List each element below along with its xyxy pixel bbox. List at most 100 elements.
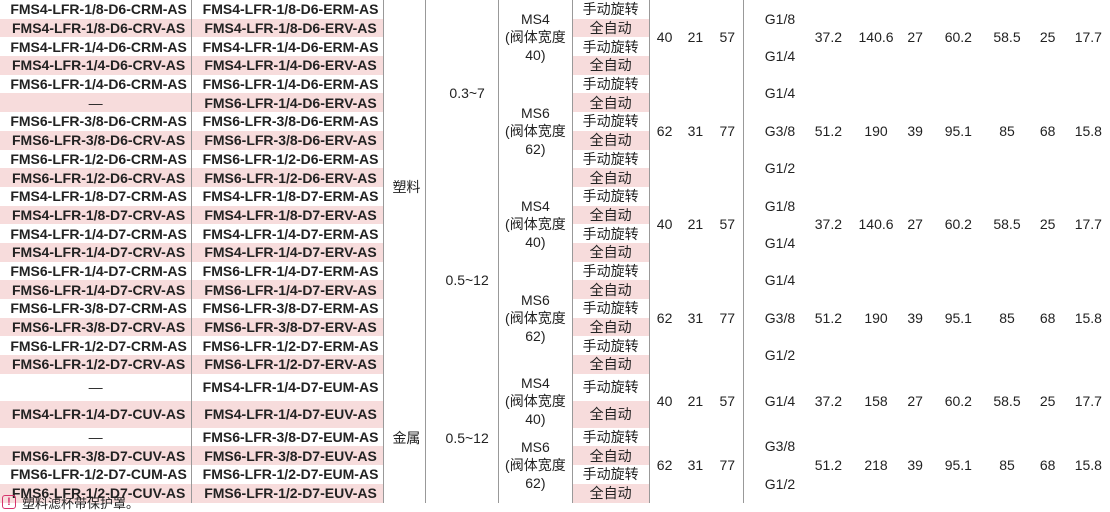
spec-value: 140.6 bbox=[858, 216, 894, 233]
table-row: — FMS6-LFR-1/4-D6-ERV-AS 全自动 bbox=[0, 93, 1110, 113]
model-e-type: FMS6-LFR-3/8-D7-ERV-AS bbox=[191, 317, 384, 337]
dimension-value: 62 bbox=[656, 457, 673, 474]
model-c-type: FMS6-LFR-1/2-D7-CRM-AS bbox=[10, 337, 187, 354]
drain-mode: 全自动 bbox=[571, 317, 650, 337]
spec-value: 27 bbox=[907, 216, 923, 233]
model-e-type: FMS6-LFR-3/8-D7-EUM-AS bbox=[191, 427, 384, 447]
table-row: FMS6-LFR-1/2-D6-CRM-AS FMS6-LFR-1/2-D6-ER… bbox=[0, 149, 1110, 187]
body-size-name: MS4 bbox=[520, 198, 550, 215]
dimension-value: 77 bbox=[719, 122, 736, 139]
model-c-type: FMS6-LFR-1/2-D7-CRV-AS bbox=[0, 355, 192, 374]
model-e-type: FMS6-LFR-3/8-D7-ERM-AS bbox=[191, 299, 384, 318]
drain-mode: 手动旋转 bbox=[571, 112, 650, 131]
spec-value: 37.2 bbox=[814, 29, 842, 46]
model-c-type: FMS6-LFR-1/2-D6-CRM-AS bbox=[10, 150, 187, 167]
table-row: FMS4-LFR-1/4-D7-CUV-AS FMS4-LFR-1/4-D7-EU… bbox=[0, 400, 1110, 428]
spec-value: 39 bbox=[907, 309, 923, 326]
spec-value: 25 bbox=[1039, 29, 1056, 46]
model-e-type: FMS6-LFR-1/2-D7-EUM-AS bbox=[191, 465, 384, 484]
drain-mode: 手动旋转 bbox=[571, 224, 650, 243]
drain-mode: 全自动 bbox=[571, 483, 650, 503]
table-row: FMS6-LFR-1/4-D7-CRV-AS FMS6-LFR-1/4-D7-ER… bbox=[0, 280, 1110, 299]
model-c-type: FMS6-LFR-3/8-D6-CRV-AS bbox=[0, 130, 192, 150]
model-e-type: FMS6-LFR-1/2-D7-ERV-AS bbox=[191, 355, 384, 374]
dimension-value: 57 bbox=[719, 216, 736, 233]
spec-value: 85 bbox=[999, 457, 1015, 474]
drain-mode: 全自动 bbox=[571, 400, 650, 428]
model-c-type: FMS4-LFR-1/4-D7-CRV-AS bbox=[0, 242, 192, 262]
drain-mode: 手动旋转 bbox=[571, 149, 650, 169]
drain-mode: 手动旋转 bbox=[571, 299, 650, 318]
drain-mode: 全自动 bbox=[571, 93, 650, 113]
model-c-type: FMS6-LFR-3/8-D7-CRM-AS bbox=[10, 300, 187, 317]
model-e-type: FMS4-LFR-1/4-D6-ERV-AS bbox=[191, 56, 384, 75]
model-e-type: FMS4-LFR-1/4-D7-ERM-AS bbox=[191, 224, 384, 243]
dimension-value: 21 bbox=[687, 216, 704, 233]
spec-value: 37.2 bbox=[814, 392, 842, 409]
spec-value: 51.2 bbox=[814, 122, 842, 139]
spec-value: 85 bbox=[999, 309, 1015, 326]
drain-mode: 手动旋转 bbox=[571, 261, 650, 281]
drain-mode: 全自动 bbox=[571, 242, 650, 262]
port-size: G1/8 bbox=[743, 186, 804, 225]
drain-mode: 手动旋转 bbox=[571, 373, 650, 401]
body-size-width: (阀体宽度40) bbox=[505, 29, 566, 64]
table-row: FMS6-LFR-1/4-D6-CRM-AS FMS6-LFR-1/4-D6-ER… bbox=[0, 74, 1110, 187]
table-row: FMS4-LFR-1/4-D7-CRV-AS FMS4-LFR-1/4-D7-ER… bbox=[0, 242, 1110, 262]
spec-value: 17.7 bbox=[1074, 29, 1102, 46]
body-size: MS6 (阀体宽度62) bbox=[498, 74, 573, 187]
body-size: MS4 (阀体宽度40) bbox=[498, 373, 573, 428]
table-row: — FMS6-LFR-3/8-D7-EUM-AS MS6 (阀体宽度62) 手动旋转 62… bbox=[0, 427, 1110, 503]
spec-value: 58.5 bbox=[993, 29, 1021, 46]
model-c-type: — bbox=[0, 93, 192, 113]
pressure-range: 0.3~7 bbox=[425, 0, 499, 187]
model-c-type: FMS6-LFR-1/4-D7-CRV-AS bbox=[0, 280, 192, 299]
table-row: FMS6-LFR-3/8-D6-CRM-AS FMS6-LFR-3/8-D6-ER… bbox=[0, 112, 1110, 150]
model-e-type: FMS6-LFR-3/8-D6-ERM-AS bbox=[191, 112, 384, 131]
body-size-name: MS6 bbox=[520, 439, 550, 456]
port-size: G1/8 bbox=[743, 0, 804, 38]
body-size-name: MS4 bbox=[520, 11, 550, 28]
model-c-type: FMS6-LFR-1/4-D7-CRM-AS bbox=[10, 262, 187, 279]
dimension-value: 21 bbox=[687, 29, 704, 46]
drain-mode: 手动旋转 bbox=[571, 336, 650, 356]
drain-mode: 全自动 bbox=[571, 280, 650, 299]
table-row: — FMS4-LFR-1/4-D7-EUM-AS 金属 0.5~12 MS4 (阀体宽度4… bbox=[0, 373, 1110, 503]
spec-value: 51.2 bbox=[814, 309, 842, 326]
model-c-type: FMS6-LFR-1/2-D7-CUM-AS bbox=[10, 466, 187, 483]
drain-mode: 全自动 bbox=[571, 205, 650, 225]
spec-value: 15.8 bbox=[1074, 309, 1102, 326]
table-row: FMS6-LFR-3/8-D7-CRV-AS FMS6-LFR-3/8-D7-ER… bbox=[0, 317, 1110, 337]
body-size-width: (阀体宽度62) bbox=[505, 457, 566, 492]
model-c-type: FMS6-LFR-3/8-D7-CUV-AS bbox=[0, 446, 192, 466]
spec-value: 39 bbox=[907, 457, 923, 474]
pressure-range: 0.5~12 bbox=[425, 373, 499, 503]
spec-value: 15.8 bbox=[1074, 457, 1102, 474]
model-e-type: FMS4-LFR-1/4-D7-EUV-AS bbox=[191, 400, 384, 428]
body-size: MS6 (阀体宽度62) bbox=[498, 427, 573, 503]
spec-value: 68 bbox=[1039, 309, 1056, 326]
body-size-width: (阀体宽度40) bbox=[505, 216, 566, 251]
table-row: FMS4-LFR-1/8-D7-CRV-AS FMS4-LFR-1/8-D7-ER… bbox=[0, 205, 1110, 225]
drain-mode: 手动旋转 bbox=[571, 37, 650, 57]
model-c-type: FMS6-LFR-3/8-D6-CRM-AS bbox=[10, 113, 187, 130]
material-plastic: 塑料 bbox=[382, 0, 426, 374]
pressure-range: 0.5~12 bbox=[425, 186, 499, 374]
spec-value: 140.6 bbox=[858, 29, 894, 46]
footnote: ! 塑料滤杯带保护罩。 bbox=[2, 493, 139, 511]
model-c-type: FMS4-LFR-1/4-D6-CRM-AS bbox=[10, 38, 187, 55]
model-e-type: FMS6-LFR-1/4-D6-ERM-AS bbox=[191, 74, 384, 94]
model-c-type: FMS4-LFR-1/8-D6-CRV-AS bbox=[0, 18, 192, 38]
model-c-type: — bbox=[88, 379, 103, 396]
model-e-type: FMS4-LFR-1/8-D7-ERV-AS bbox=[191, 205, 384, 225]
body-size-name: MS6 bbox=[520, 104, 550, 121]
table-row: FMS6-LFR-1/2-D7-CUV-AS FMS6-LFR-1/2-D7-EU… bbox=[0, 483, 1110, 503]
drain-mode: 全自动 bbox=[571, 56, 650, 75]
drain-mode: 全自动 bbox=[571, 168, 650, 187]
dimension-value: 40 bbox=[656, 392, 673, 409]
model-e-type: FMS6-LFR-3/8-D6-ERV-AS bbox=[191, 130, 384, 150]
dimension-value: 57 bbox=[719, 392, 736, 409]
dimension-value: 31 bbox=[687, 457, 704, 474]
model-e-type: FMS4-LFR-1/4-D7-EUM-AS bbox=[191, 373, 384, 401]
